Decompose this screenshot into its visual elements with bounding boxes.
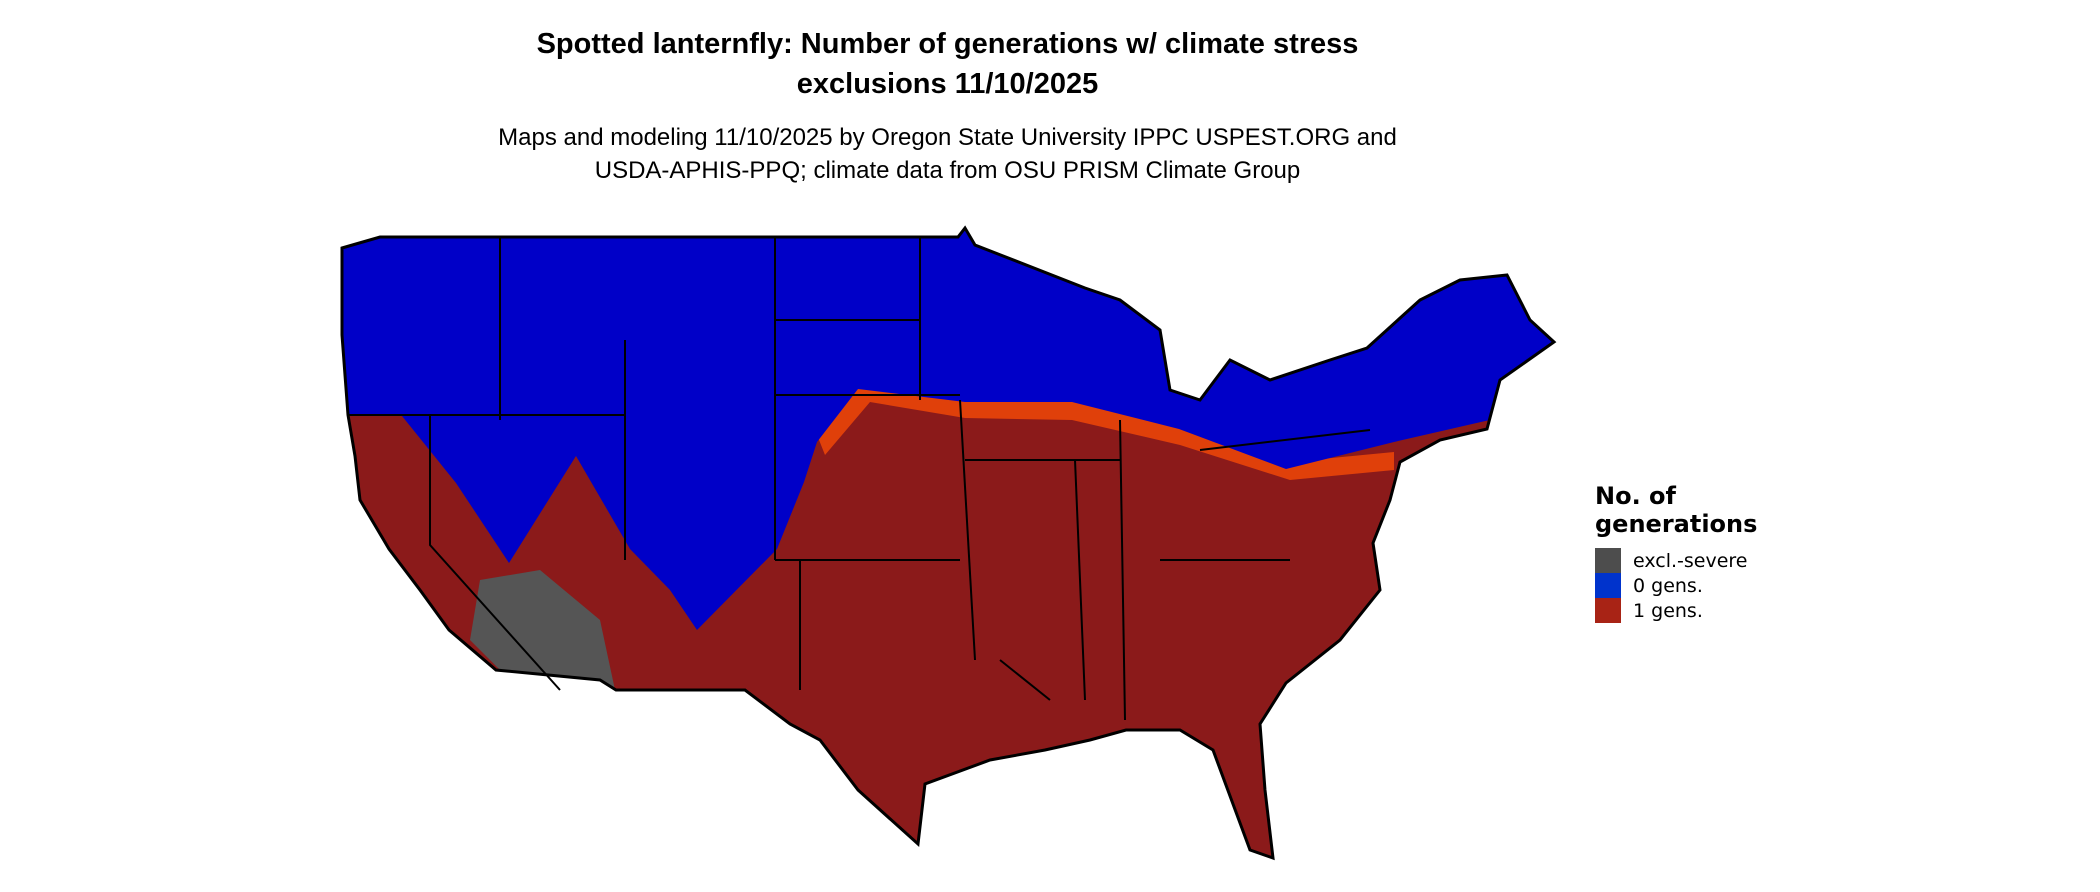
legend-label: 0 gens. [1633,574,1703,597]
legend-title-line1: No. of [1595,482,1676,510]
legend-title-line2: generations [1595,510,1758,538]
legend-item-excl-severe: excl.-severe [1595,548,1757,573]
legend-label: excl.-severe [1633,549,1748,572]
map-subtitle-line2: USDA-APHIS-PPQ; climate data from OSU PR… [594,157,1301,184]
transition-zone [800,380,1394,480]
legend-swatch [1595,598,1621,623]
map-title-line2: exclusions 11/10/2025 [796,68,1099,100]
map-subtitle-line1: Maps and modeling 11/10/2025 by Oregon S… [498,124,1397,151]
excluded-severe-region [470,570,615,690]
legend-swatch [1595,548,1621,573]
legend: No. of generations excl.-severe 0 gens. … [1595,482,1757,623]
us-outline [340,225,1557,861]
legend-label: 1 gens. [1633,599,1703,622]
legend-swatch [1595,573,1621,598]
map-title-line1: Spotted lanternfly: Number of generation… [536,28,1359,60]
legend-item-1-gens: 1 gens. [1595,598,1757,623]
state-borders [348,237,1371,721]
legend-item-0-gens: 0 gens. [1595,573,1757,598]
